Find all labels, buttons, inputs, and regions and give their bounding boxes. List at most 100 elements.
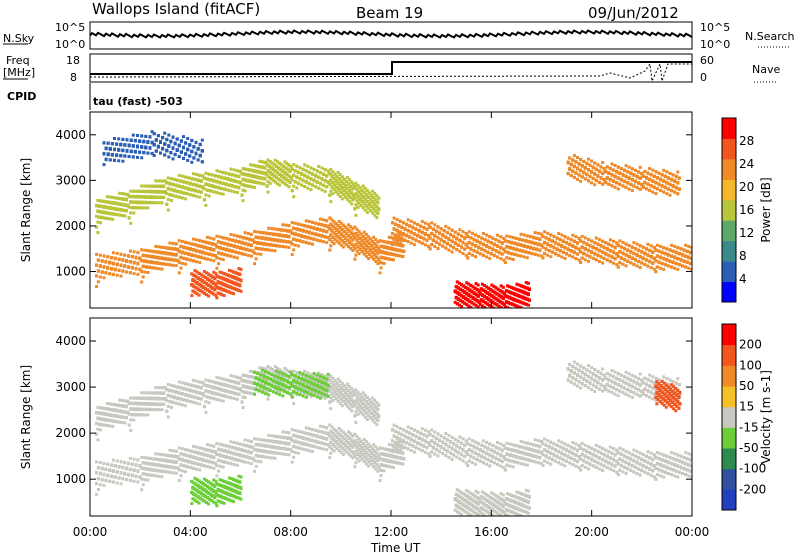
power-cell xyxy=(373,253,377,256)
power-cell xyxy=(665,247,669,251)
power-cell xyxy=(430,243,434,246)
power-cell xyxy=(311,220,314,224)
power-cell xyxy=(475,298,479,302)
power-cell xyxy=(655,243,659,247)
power-cell xyxy=(385,257,389,261)
power-cell xyxy=(223,176,227,180)
power-cell xyxy=(262,171,266,175)
power-cell xyxy=(215,245,219,249)
power-cell xyxy=(466,287,470,291)
power-cell xyxy=(513,252,517,256)
power-cell xyxy=(576,252,579,256)
power-cell xyxy=(325,173,329,177)
freq-18-tick: 18 xyxy=(66,54,80,67)
power-cell xyxy=(232,178,236,182)
power-cell xyxy=(491,247,495,251)
power-cell xyxy=(195,260,198,264)
power-cell xyxy=(412,232,416,236)
power-cell xyxy=(501,285,505,289)
power-cell xyxy=(244,172,248,176)
power-cell xyxy=(594,236,598,240)
power-cell xyxy=(289,165,293,168)
power-cell xyxy=(193,243,197,246)
power-cell xyxy=(103,205,107,208)
power-cell xyxy=(242,246,246,250)
power-cell xyxy=(267,175,271,179)
power-cell xyxy=(163,179,167,183)
power-cell xyxy=(296,244,300,248)
power-cell xyxy=(246,184,250,188)
power-cell xyxy=(469,305,473,308)
power-cell xyxy=(475,287,479,291)
power-cell xyxy=(136,261,140,265)
nsearch-top-tick: 10^5 xyxy=(700,21,730,34)
power-cell xyxy=(278,183,282,187)
power-cell xyxy=(253,230,256,234)
power-cell xyxy=(315,238,319,242)
power-cell xyxy=(500,290,504,294)
power-cell xyxy=(120,192,124,196)
power-cell xyxy=(530,240,534,244)
power-cell xyxy=(276,182,279,186)
power-cell xyxy=(234,185,238,189)
power-cell xyxy=(273,238,277,242)
power-cell xyxy=(317,165,321,168)
power-cell xyxy=(104,211,108,214)
power-cell xyxy=(339,243,343,247)
power-cell xyxy=(391,252,394,256)
power-cell xyxy=(134,266,138,270)
power-cell xyxy=(476,305,480,308)
power-cell xyxy=(525,256,529,260)
power-cell xyxy=(312,237,316,241)
power-cell xyxy=(268,181,272,185)
power-cell xyxy=(207,172,211,176)
power-cell xyxy=(201,274,205,278)
power-cell xyxy=(255,175,259,179)
power-cell xyxy=(355,187,359,191)
power-cell xyxy=(539,232,543,236)
power-cell xyxy=(171,252,175,256)
power-cell xyxy=(649,254,653,258)
power-cell xyxy=(320,177,324,180)
power-cell xyxy=(605,247,609,250)
power-cell xyxy=(179,255,183,259)
power-cell xyxy=(264,171,268,175)
power-cell xyxy=(197,293,201,297)
power-cell xyxy=(375,194,379,198)
power-cell xyxy=(447,248,451,252)
power-cell xyxy=(577,236,581,240)
power-cell xyxy=(676,267,680,271)
power-cell xyxy=(638,254,642,258)
power-cell xyxy=(354,192,358,196)
power-cell xyxy=(423,232,427,235)
power-cell xyxy=(377,257,381,261)
power-cell xyxy=(469,247,473,251)
power-cell xyxy=(306,235,310,239)
power-cell xyxy=(496,287,500,291)
power-cell xyxy=(259,241,263,245)
power-cell xyxy=(478,291,482,295)
power-cell xyxy=(574,235,578,239)
power-cell xyxy=(468,288,472,292)
power-cell xyxy=(676,256,680,260)
power-cell xyxy=(380,261,384,265)
power-cell xyxy=(130,255,134,258)
power-cell xyxy=(641,245,645,249)
power-cell xyxy=(121,258,125,262)
power-cell xyxy=(369,248,373,252)
power-cell xyxy=(503,305,507,308)
power-cell xyxy=(292,248,296,252)
power-cell xyxy=(312,226,316,230)
power-cell xyxy=(677,251,681,255)
power-cell xyxy=(268,232,272,235)
power-cell xyxy=(348,200,352,204)
power-cell xyxy=(502,247,506,251)
freq-panel-frame xyxy=(89,53,693,83)
power-cell xyxy=(428,247,432,251)
power-cell xyxy=(375,244,379,248)
power-cell xyxy=(466,234,470,238)
power-cell xyxy=(338,236,342,240)
power-cell xyxy=(270,161,274,165)
power-cell xyxy=(246,232,250,235)
power-cell xyxy=(517,294,521,297)
